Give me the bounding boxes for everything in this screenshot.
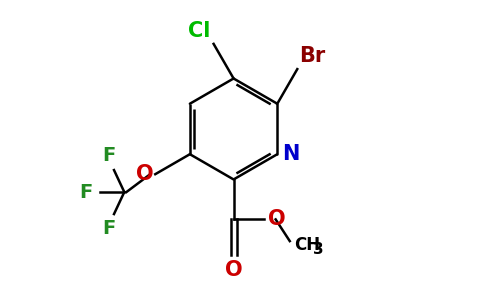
Text: F: F bbox=[102, 219, 115, 238]
Text: Br: Br bbox=[300, 46, 326, 66]
Text: O: O bbox=[225, 260, 242, 280]
Text: N: N bbox=[282, 144, 300, 164]
Text: F: F bbox=[102, 146, 115, 165]
Text: CH: CH bbox=[294, 236, 320, 254]
Text: Cl: Cl bbox=[188, 20, 210, 40]
Text: O: O bbox=[136, 164, 153, 184]
Text: 3: 3 bbox=[313, 242, 323, 257]
Text: O: O bbox=[268, 209, 286, 230]
Text: F: F bbox=[79, 183, 93, 202]
